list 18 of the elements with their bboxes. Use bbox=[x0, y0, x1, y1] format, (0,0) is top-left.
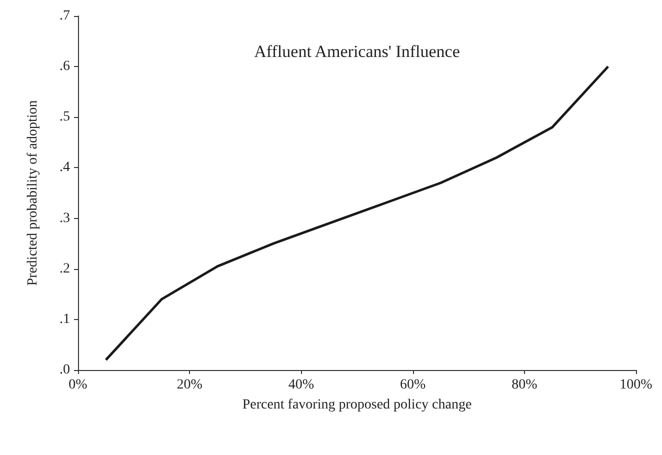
y-tick-label: .7 bbox=[60, 8, 70, 24]
y-tick-label: .5 bbox=[60, 110, 70, 125]
y-axis-title: Predicted probability of adoption bbox=[26, 100, 40, 286]
y-tick-label: .1 bbox=[60, 312, 70, 327]
x-tick-label: 60% bbox=[400, 378, 426, 392]
x-tick-label: 20% bbox=[176, 378, 203, 392]
y-tick-label: .0 bbox=[60, 362, 70, 378]
y-tick-label: .3 bbox=[60, 210, 70, 226]
x-tick-label: 80% bbox=[512, 378, 538, 392]
y-tick-label: .6 bbox=[60, 59, 70, 74]
x-tick-label: 0% bbox=[68, 378, 88, 392]
x-tick-label: 40% bbox=[288, 378, 314, 392]
x-tick-label: 100% bbox=[620, 378, 653, 392]
y-tick-label: .2 bbox=[60, 261, 70, 276]
text: Affluent Americans' Influence bbox=[254, 42, 460, 61]
x-axis-title: Percent favoring proposed policy change bbox=[242, 398, 472, 412]
line-series bbox=[104, 65, 610, 362]
y-tick-label: .4 bbox=[60, 160, 70, 176]
